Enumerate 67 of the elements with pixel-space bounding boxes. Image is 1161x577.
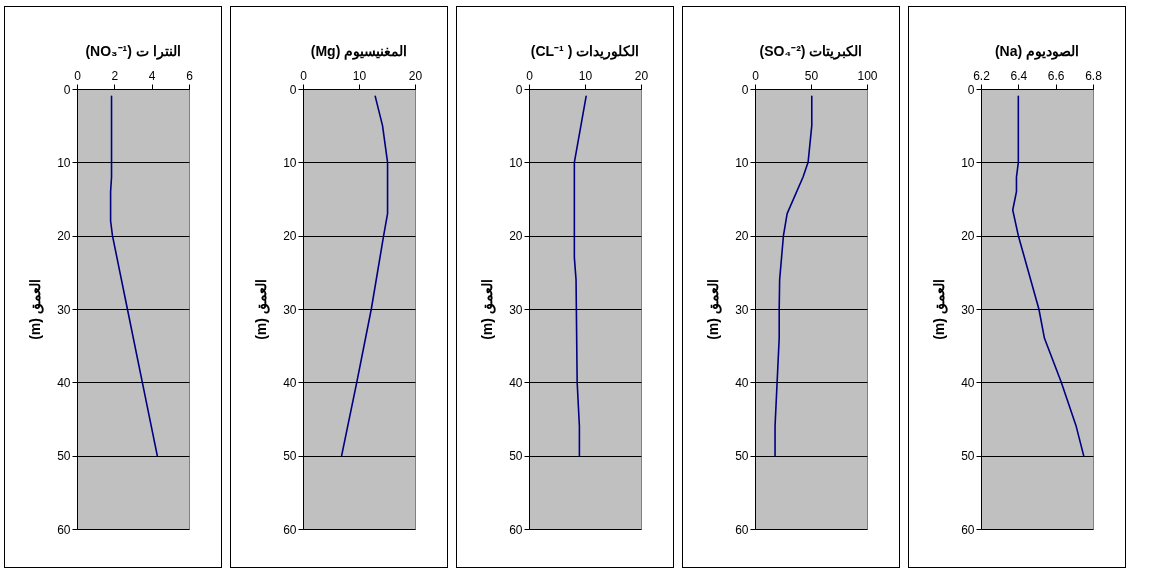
y-tick-label: 50 [509,449,523,464]
y-tick-label: 20 [283,229,297,244]
x-tick-label: 6 [186,68,194,83]
x-tick-label: 10 [352,68,367,83]
y-tick-label: 40 [961,375,975,390]
y-tick-label: 40 [509,375,523,390]
y-tick-label: 0 [63,82,71,97]
y-tick-label: 60 [961,522,975,537]
y-tick-label: 0 [515,82,523,97]
x-tick-label: 0 [752,68,760,83]
x-tick-label: 6.2 [973,68,991,83]
line-series [774,95,813,457]
y-tick-label: 50 [283,449,297,464]
line-series [340,95,389,457]
y-tick-label: 60 [509,522,523,537]
x-tick-label: 6.8 [1085,68,1103,83]
chart-title: (Na) الصوديوم [994,43,1080,60]
y-tick-label: 10 [509,155,523,170]
y-tick-label: 20 [735,229,749,244]
y-axis-title: (m) العمق [479,279,497,340]
x-tick-label: 20 [408,68,423,83]
x-tick-label: 0 [526,68,534,83]
y-tick-label: 40 [735,375,749,390]
y-tick-label: 0 [741,82,749,97]
y-tick-label: 60 [283,522,297,537]
y-tick-label: 20 [961,229,975,244]
chart-title: (NO₃⁻¹) النترا ت [85,43,181,60]
x-tick-label: 0 [300,68,308,83]
x-tick-label: 4 [148,68,156,83]
y-tick-label: 60 [57,522,71,537]
chart-title: (SO₄⁻²) الكبريتات [759,43,863,60]
y-tick-label: 40 [283,375,297,390]
y-tick-label: 50 [735,449,749,464]
y-tick-label: 40 [57,375,71,390]
y-axis-title: (m) العمق [705,279,723,340]
y-tick-label: 10 [961,155,975,170]
y-axis-title: (m) العمق [27,279,45,340]
y-tick-label: 20 [57,229,71,244]
y-tick-label: 30 [961,302,975,317]
y-tick-label: 20 [509,229,523,244]
y-axis-title: (m) العمق [253,279,271,340]
y-tick-label: 50 [57,449,71,464]
x-tick-label: 20 [634,68,649,83]
line-series [109,95,159,457]
line-series [1011,95,1085,457]
x-tick-label: 2 [111,68,119,83]
x-tick-label: 6.6 [1047,68,1065,83]
x-tick-label: 10 [578,68,593,83]
y-tick-label: 50 [961,449,975,464]
y-tick-label: 30 [283,302,297,317]
y-tick-label: 30 [735,302,749,317]
y-axis-title: (m) العمق [931,279,949,340]
chart-title: (Mg) المغنيسيوم [310,43,408,60]
x-tick-label: 100 [857,68,878,83]
y-tick-label: 10 [735,155,749,170]
y-tick-label: 30 [57,302,71,317]
y-tick-label: 60 [735,522,749,537]
line-series [573,95,587,457]
y-tick-label: 10 [283,155,297,170]
y-tick-label: 0 [289,82,297,97]
y-tick-label: 0 [967,82,975,97]
x-tick-label: 6.4 [1010,68,1028,83]
x-tick-label: 0 [74,68,82,83]
x-tick-label: 50 [804,68,819,83]
y-tick-label: 10 [57,155,71,170]
chart-title: (CL⁻¹ ) الكلوريدات [530,43,640,60]
y-tick-label: 30 [509,302,523,317]
